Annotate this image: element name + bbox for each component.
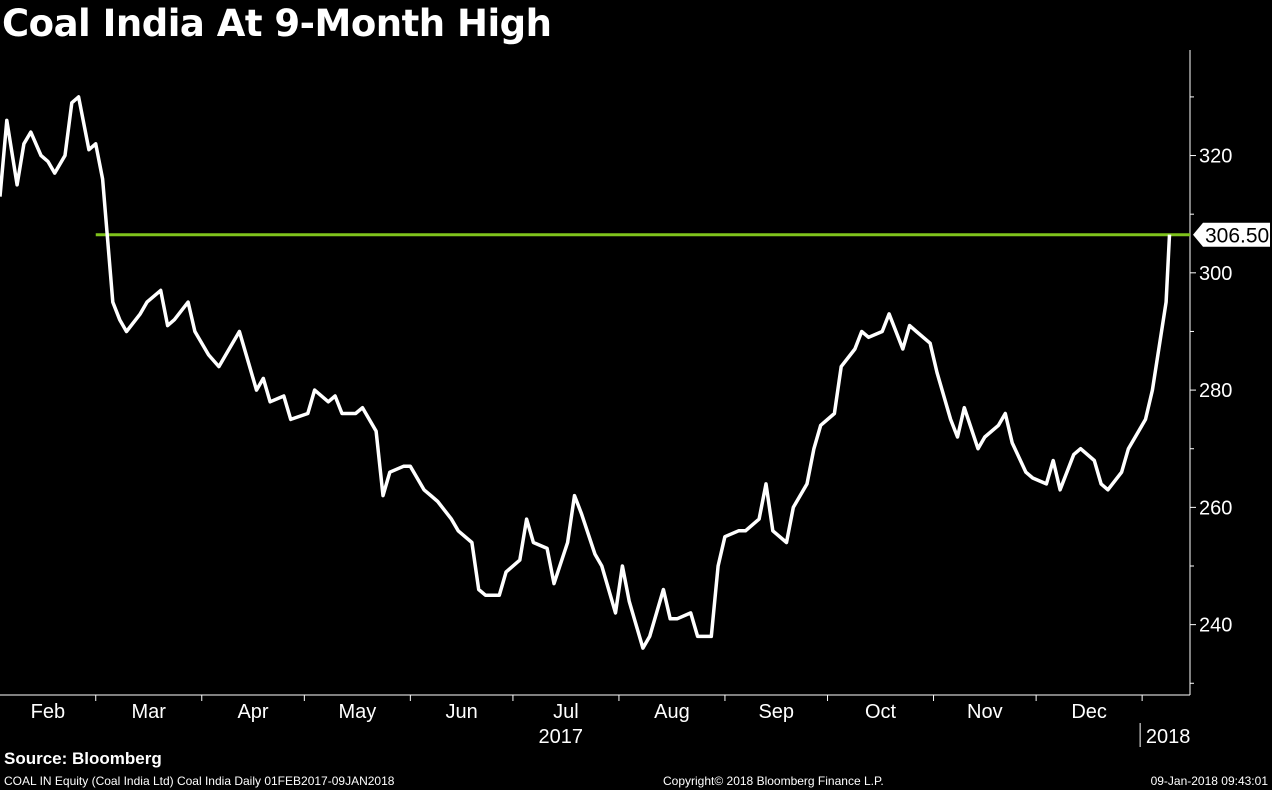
x-tick-label: Apr [237,701,268,723]
x-tick-label: Jun [446,701,478,723]
chart-title: Coal India At 9-Month High [2,2,552,45]
source-note: Source: Bloomberg [4,749,162,768]
x-tick-label: Jul [553,701,579,723]
x-year-label: 2017 [539,726,584,748]
footer-copyright: Copyright© 2018 Bloomberg Finance L.P. [663,774,884,788]
footer-timestamp: 09-Jan-2018 09:43:01 [1150,774,1268,788]
price-tag-label: 306.50 [1205,225,1269,248]
x-tick-label: Aug [654,701,690,723]
footer-security-info: COAL IN Equity (Coal India Ltd) Coal Ind… [4,774,395,788]
price-tag-box [1193,222,1270,247]
y-tick-label: 300 [1199,263,1232,285]
x-tick-label: Nov [967,701,1003,723]
axes [0,50,1196,747]
x-tick-label: 2018 [1146,726,1191,748]
last-price-tag: 306.50 [1193,222,1270,248]
y-tick-label: 260 [1199,497,1232,519]
x-tick-label: Dec [1071,701,1107,723]
y-tick-label: 280 [1199,380,1232,402]
y-tick-label: 240 [1199,615,1232,637]
x-tick-label: Oct [865,701,897,723]
x-tick-label: Feb [31,701,65,723]
x-tick-label: Mar [132,701,167,723]
x-tick-label: Sep [758,701,794,723]
tick-labels: 240 260 280 300 320 Feb Mar Apr May Jun Jul Aug Sep O… [31,146,1233,748]
x-tick-label: May [338,701,376,723]
y-tick-label: 320 [1199,146,1232,168]
price-line [0,95,1172,650]
